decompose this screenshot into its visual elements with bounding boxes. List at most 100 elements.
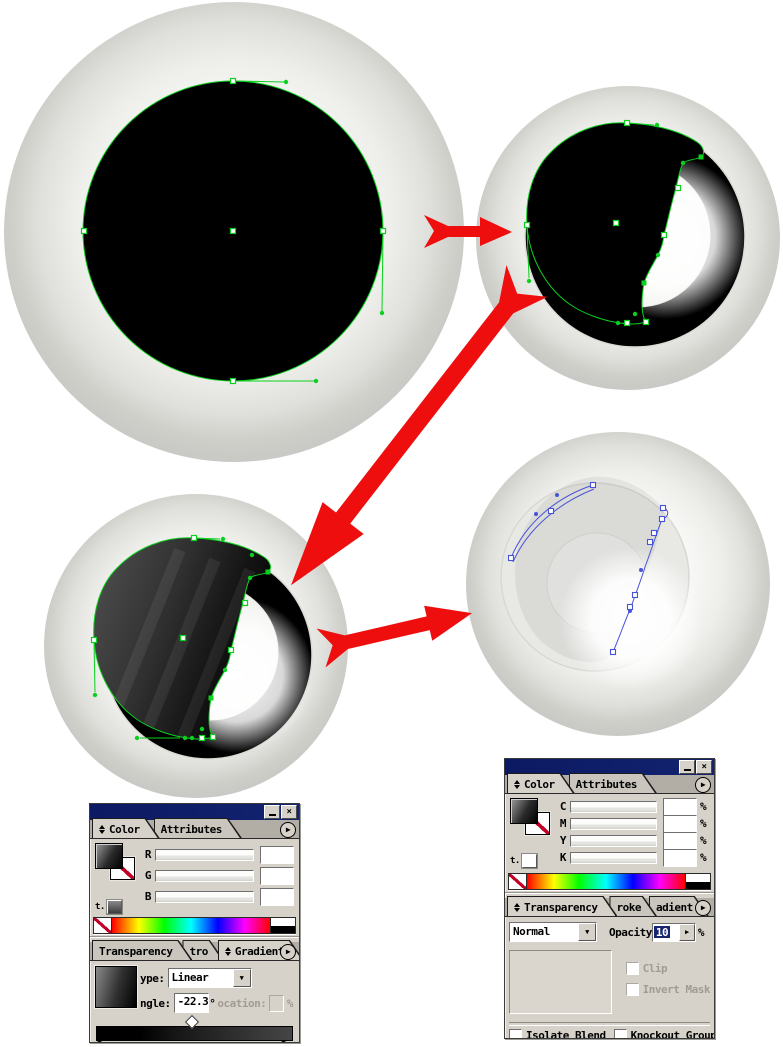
value-y[interactable] — [663, 831, 697, 850]
tint-control[interactable]: t. — [510, 853, 538, 869]
angle-label: ngle: — [140, 996, 171, 1010]
slider-y[interactable] — [570, 834, 657, 847]
selection-handles[interactable] — [92, 536, 271, 741]
anchor-points[interactable] — [90, 534, 249, 742]
tab-label: Color — [109, 823, 140, 836]
path-outline-edge[interactable] — [612, 507, 669, 653]
anchor-points[interactable] — [523, 119, 682, 327]
channel-label-r: R — [144, 848, 152, 861]
minimize-button[interactable] — [264, 805, 280, 819]
value-b[interactable] — [260, 887, 294, 906]
slider-r[interactable] — [155, 848, 254, 861]
angle-input[interactable]: -22.3 — [173, 993, 210, 1013]
channel-label-b: B — [144, 890, 152, 903]
tab-label: Attributes — [575, 778, 637, 791]
close-button[interactable]: × — [281, 805, 297, 819]
gradient-panel-content: ype: Linear ▼ ngle: -22.3 ° ocation: % — [90, 961, 299, 1042]
channel-label-m: M — [559, 817, 567, 830]
flyout-arrow-icon: ▶ — [285, 947, 291, 956]
dropdown-arrow-icon[interactable]: ▼ — [232, 969, 251, 987]
blend-mode-dropdown[interactable]: Normal ▼ — [509, 922, 597, 942]
isolate-blend-checkbox[interactable] — [509, 1029, 522, 1038]
value-r[interactable] — [260, 845, 294, 864]
minimize-icon — [268, 813, 276, 816]
color-tabrow: Color Attributes ▶ — [90, 820, 299, 839]
tab-attributes[interactable]: Attributes — [154, 818, 242, 838]
artwork-step-2 — [476, 86, 780, 390]
tab-label: Gradient — [234, 945, 284, 958]
tint-control[interactable]: t. — [95, 899, 123, 915]
tab-label: Color — [524, 778, 555, 791]
slider-b[interactable] — [155, 890, 254, 903]
gradient-slider[interactable] — [94, 1014, 293, 1042]
minimize-button[interactable] — [679, 760, 695, 774]
slider-m[interactable] — [570, 817, 657, 830]
slider-g[interactable] — [155, 869, 254, 882]
panel-collapse-icon — [225, 947, 231, 956]
fill-gradient-swatch[interactable] — [510, 798, 538, 824]
tab-stroke-clipped[interactable]: roke — [609, 896, 657, 916]
rainbow-spectrum[interactable] — [112, 918, 270, 933]
none-color-swatch[interactable] — [509, 874, 527, 889]
palette-titlebar[interactable]: × — [505, 759, 714, 775]
knockout-group-label: Knockout Group — [630, 1029, 715, 1039]
fill-gradient-swatch[interactable] — [95, 843, 123, 869]
percent-symbol: % — [286, 996, 294, 1010]
percent-symbol: % — [700, 800, 707, 813]
value-g[interactable] — [260, 866, 294, 885]
gradient-stop-left[interactable] — [94, 1040, 105, 1042]
panel-divider — [90, 936, 299, 942]
slider-k[interactable] — [570, 851, 657, 864]
opacity-percent-symbol: % — [697, 925, 705, 939]
artwork-step-1 — [4, 2, 464, 462]
opacity-control[interactable]: 10 ▶ — [651, 922, 696, 942]
invert-mask-option: Invert Mask — [625, 983, 711, 996]
knockout-group-checkbox[interactable] — [613, 1029, 627, 1038]
tint-icon: t. — [510, 855, 520, 866]
tab-attributes[interactable]: Attributes — [569, 773, 657, 793]
artwork-step-3 — [44, 494, 348, 798]
value-m[interactable] — [663, 814, 697, 833]
gradient-type-dropdown[interactable]: Linear ▼ — [167, 968, 252, 988]
flyout-menu-button[interactable]: ▶ — [280, 822, 296, 838]
fill-stroke-proxy[interactable] — [510, 798, 556, 838]
gradient-stop-right[interactable] — [278, 1040, 289, 1042]
anchor-points[interactable] — [80, 77, 387, 385]
channel-label-y: Y — [559, 834, 567, 847]
tab-transparency[interactable]: Transparency — [507, 896, 617, 916]
gradient-type-value: Linear — [171, 971, 209, 984]
last-color-swatch[interactable] — [105, 899, 123, 915]
value-k[interactable] — [663, 848, 697, 867]
fill-stroke-proxy[interactable] — [95, 843, 141, 883]
white-black-swatches[interactable] — [685, 874, 710, 889]
tab-gradient[interactable]: Gradient — [218, 940, 300, 960]
rainbow-spectrum[interactable] — [527, 874, 685, 889]
panel-divider — [505, 892, 714, 898]
tab-transparency[interactable]: Transparency — [92, 940, 192, 960]
dropdown-arrow-icon[interactable]: ▼ — [578, 923, 596, 941]
white-black-swatches[interactable] — [270, 918, 295, 933]
slider-c[interactable] — [570, 800, 657, 813]
flyout-menu-button[interactable]: ▶ — [280, 944, 296, 960]
flyout-arrow-icon: ▶ — [700, 903, 706, 912]
percent-symbol: % — [700, 851, 707, 864]
last-color-swatch[interactable] — [520, 853, 538, 869]
close-button[interactable]: × — [696, 760, 712, 774]
opacity-spinner-button[interactable]: ▶ — [678, 923, 695, 941]
flyout-menu-button[interactable]: ▶ — [695, 777, 711, 793]
flyout-menu-button[interactable]: ▶ — [695, 900, 711, 916]
tab-color[interactable]: Color — [507, 773, 575, 793]
tab-gradient-clipped[interactable]: adient — [649, 896, 709, 916]
channel-label-c: C — [559, 800, 567, 813]
none-color-swatch[interactable] — [94, 918, 112, 933]
path-anchor-points[interactable] — [507, 481, 667, 656]
tab-color[interactable]: Color — [92, 818, 160, 838]
color-spectrum-bar[interactable] — [508, 873, 711, 890]
gradient-ramp-bar[interactable] — [96, 1026, 293, 1041]
channel-label-k: K — [559, 851, 567, 864]
color-spectrum-bar[interactable] — [93, 917, 296, 934]
gradient-preview-swatch[interactable] — [95, 966, 137, 1008]
value-c[interactable] — [663, 797, 697, 816]
palette-titlebar[interactable]: × — [90, 804, 299, 820]
opacity-input[interactable]: 10 — [653, 926, 679, 938]
